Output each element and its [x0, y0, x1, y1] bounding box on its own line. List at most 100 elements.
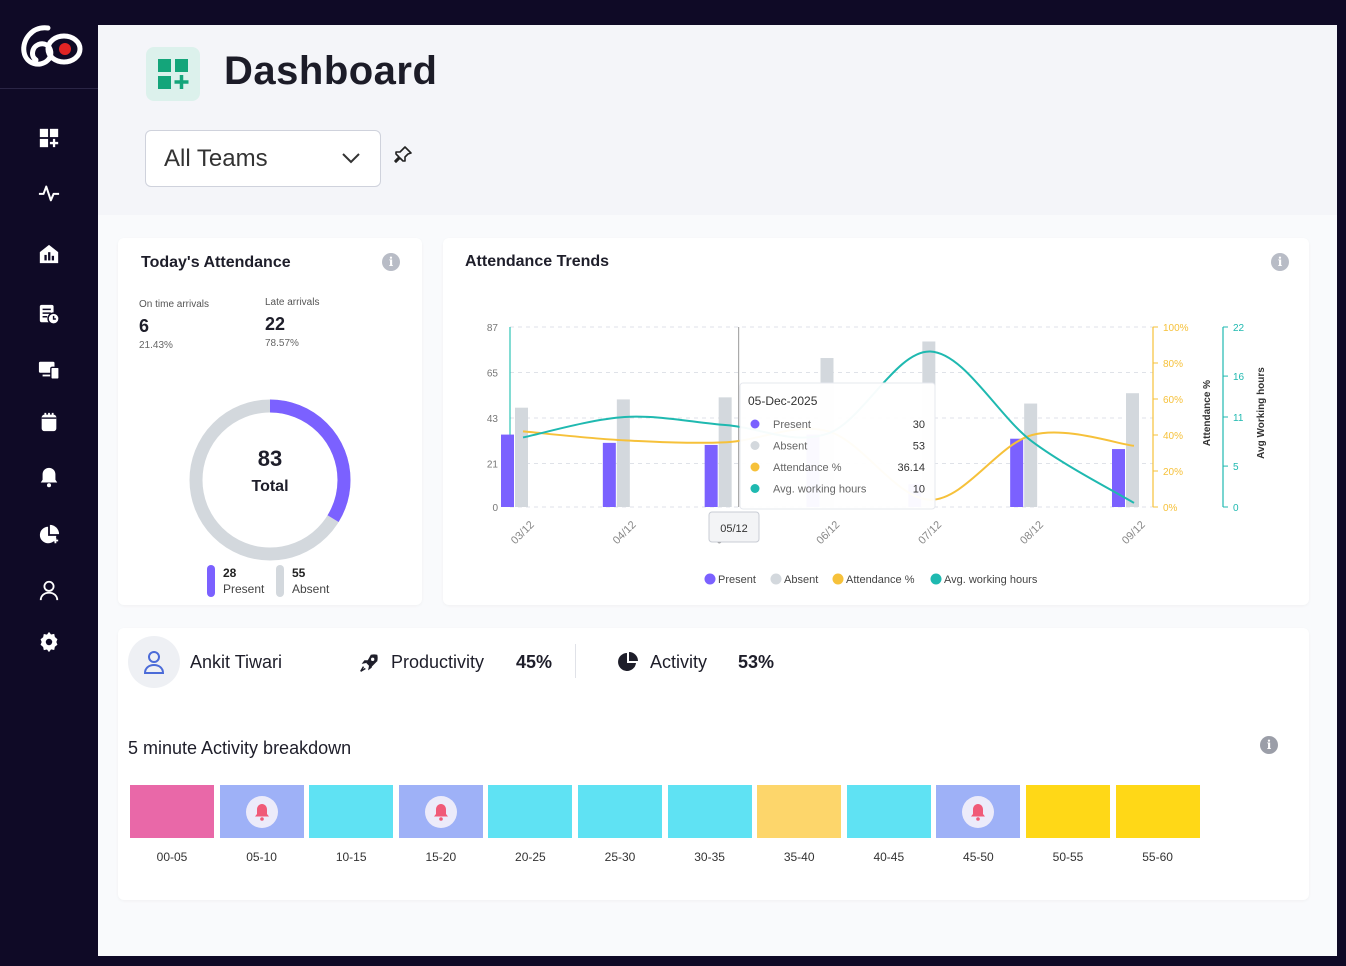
activity-block-label: 50-55 [1052, 850, 1084, 864]
pin-icon[interactable] [393, 145, 413, 165]
absent-legend-bar [276, 565, 284, 597]
axis-label-attendance-percent: Attendance % [1202, 380, 1213, 446]
tooltip-row-label: Present [773, 419, 811, 431]
nav-devices-icon[interactable] [37, 358, 61, 382]
bar-absent [515, 407, 528, 507]
sidebar [0, 0, 98, 966]
y-tick-label-percent: 80% [1163, 359, 1183, 370]
bell-alert-icon [962, 795, 995, 828]
productivity-label: Productivity [391, 652, 485, 672]
main-panel: Dashboard All Teams Today's Attendance i… [98, 25, 1337, 956]
legend-label: Absent [784, 574, 818, 586]
present-legend-bar [207, 565, 215, 597]
nav-settings-icon[interactable] [37, 630, 61, 654]
stat-divider [575, 644, 576, 678]
tooltip-box [739, 382, 936, 510]
activity-block-45-50[interactable] [936, 785, 1021, 838]
nav-timesheets-icon[interactable] [37, 302, 61, 326]
legend-label: Attendance % [846, 574, 915, 586]
legend-label: Avg. working hours [944, 574, 1038, 586]
axis-label-avg-working-hours: Avg Working hours [1256, 367, 1267, 459]
trends-card-title: Attendance Trends [465, 253, 610, 270]
team-select-dropdown[interactable]: All Teams [145, 130, 381, 187]
attendance-card-title: Today's Attendance [141, 254, 291, 271]
activity-block-label: 15-20 [425, 850, 457, 864]
activity-block-35-40[interactable] [757, 785, 842, 838]
user-name: Ankit Tiwari [190, 652, 283, 672]
activity-block-40-45[interactable] [846, 785, 931, 838]
activity-block-label: 25-30 [604, 850, 636, 864]
activity-block-label: 20-25 [515, 850, 546, 864]
activity-block-label: 40-45 [873, 850, 905, 864]
bell-alert-icon [424, 795, 457, 828]
nav-profile-icon[interactable] [37, 578, 61, 602]
nav-reports-icon[interactable] [37, 242, 61, 266]
breakdown-info-icon[interactable]: i [1260, 736, 1278, 754]
activity-value: 53% [738, 652, 775, 672]
rocket-icon [360, 654, 378, 672]
nav-activity-icon[interactable] [37, 181, 61, 205]
trends-info-icon[interactable]: i [1271, 253, 1289, 271]
activity-block-label: 10-15 [335, 850, 367, 864]
nav-analytics-icon[interactable] [37, 523, 61, 547]
y-tick-label: 43 [487, 414, 499, 425]
chevron-down-icon [342, 153, 360, 164]
app-logo[interactable] [18, 22, 84, 70]
activity-block-55-60[interactable] [1115, 785, 1200, 838]
y-tick-label-hours: 0 [1233, 503, 1239, 514]
bar-present [1112, 449, 1125, 507]
y-tick-label-hours: 22 [1233, 323, 1245, 334]
activity-block-05-10[interactable] [219, 785, 304, 838]
avatar[interactable] [128, 636, 180, 688]
activity-block-50-55[interactable] [1026, 785, 1110, 838]
legend-marker [832, 573, 844, 585]
y-tick-label: 0 [492, 503, 498, 514]
nav-alerts-icon[interactable] [37, 465, 61, 489]
attendance-trends-card: Attendance Trends i 0 21 43 65 87 0% 20% 40% 60%… [443, 238, 1309, 605]
tooltip-row-label: Absent [773, 441, 807, 453]
activity-label: Activity [650, 652, 708, 672]
x-tick-label: 06/12 [814, 519, 842, 547]
bell-alert-icon [245, 795, 278, 828]
hover-x-label-box [708, 511, 760, 543]
total-label: Total [251, 478, 289, 495]
attendance-donut-chart [189, 399, 351, 561]
on-time-label: On time arrivals [139, 299, 210, 310]
activity-block-30-35[interactable] [667, 785, 752, 838]
productivity-value: 45% [516, 652, 553, 672]
on-time-value: 6 [139, 316, 150, 336]
tooltip-marker [750, 484, 760, 493]
bar-present [1010, 438, 1024, 507]
activity-block-00-05[interactable] [130, 785, 214, 838]
late-value: 22 [265, 314, 286, 334]
bar-absent [1126, 393, 1139, 507]
y-tick-label-percent: 0% [1163, 503, 1178, 514]
activity-block-25-30[interactable] [578, 785, 662, 838]
present-count: 28 [223, 566, 237, 580]
nav-apps-icon[interactable] [37, 410, 61, 434]
legend-marker [770, 573, 782, 585]
y-tick-label: 87 [487, 323, 499, 334]
activity-block-10-15[interactable] [309, 785, 394, 838]
sidebar-divider [0, 88, 98, 89]
nav-dashboard-icon[interactable] [37, 126, 61, 150]
tooltip-row-label: Attendance % [773, 462, 842, 474]
y-tick-label-percent: 20% [1163, 467, 1183, 478]
tooltip-marker [750, 462, 760, 472]
hover-x-label: 05/12 [720, 523, 748, 535]
activity-block-label: 35-40 [783, 850, 815, 864]
y-tick-label: 21 [487, 460, 499, 471]
attendance-info-icon[interactable]: i [382, 253, 400, 271]
y-tick-label-hours: 16 [1233, 372, 1245, 383]
bar-absent [1024, 403, 1038, 507]
activity-block-20-25[interactable] [488, 785, 573, 838]
activity-block-15-20[interactable] [398, 785, 483, 838]
bar-present [704, 444, 718, 507]
absent-count: 55 [292, 566, 306, 580]
bar-present [602, 442, 616, 507]
y-tick-label-percent: 100% [1163, 323, 1189, 334]
tooltip-marker [750, 441, 760, 450]
tooltip-row-label: Avg. working hours [773, 484, 867, 496]
activity-block-label: 00-05 [156, 850, 188, 864]
y-tick-label: 65 [487, 369, 499, 380]
